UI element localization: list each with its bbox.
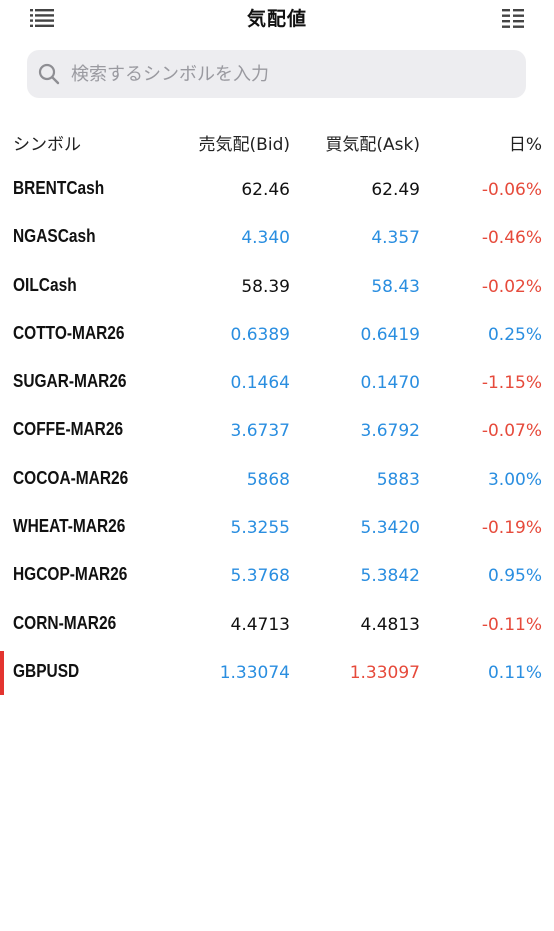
symbol-name: HGCOP-MAR26 [13,564,128,585]
symbol-name: COCOA-MAR26 [13,467,129,488]
symbol-name: SUGAR-MAR26 [13,371,127,392]
symbol-name: COTTO-MAR26 [13,322,125,343]
day-change: -0.11% [481,614,542,635]
bid-price: 5.3768 [230,566,290,587]
quote-row[interactable]: SUGAR-MAR26 0.1464 0.1470 -1.15% [0,359,554,407]
bid-price: 3.6737 [230,421,290,442]
ask-price: 62.49 [371,180,420,200]
bid-price: 4.340 [241,228,290,249]
day-change: -0.19% [481,518,542,539]
bid-price: 4.4713 [230,614,290,635]
column-headers: シンボル 売気配(Bid) 買気配(Ask) 日% [0,130,554,156]
search-icon [38,63,60,85]
bid-price: 0.6389 [230,324,290,345]
bid-price: 5868 [246,469,290,490]
quote-row[interactable]: COTTO-MAR26 0.6389 0.6419 0.25% [0,311,554,359]
quote-row[interactable]: WHEAT-MAR26 5.3255 5.3420 -0.19% [0,504,554,552]
page-title: 気配値 [246,8,307,30]
selected-row-marker [0,650,4,695]
quotes-list: BRENTCash 62.46 62.49 -0.06% NGASCash 4.… [0,166,554,697]
bid-price: 1.33074 [219,662,290,683]
quote-row[interactable]: COFFE-MAR26 3.6737 3.6792 -0.07% [0,407,554,455]
symbol-name: COFFE-MAR26 [13,419,124,440]
header-day-change[interactable]: 日% [508,135,542,155]
header-bid[interactable]: 売気配(Bid) [198,135,290,155]
symbol-name: NGASCash [13,226,96,247]
ask-price: 0.6419 [360,324,420,345]
quote-row[interactable]: BRENTCash 62.46 62.49 -0.06% [0,166,554,214]
bid-price: 62.46 [241,180,290,200]
day-change: 0.11% [487,662,542,683]
symbol-name: BRENTCash [13,178,105,198]
day-change: -0.02% [481,276,542,297]
symbol-name: OILCash [13,274,77,295]
quote-row[interactable]: CORN-MAR26 4.4713 4.4813 -0.11% [0,601,554,649]
grid-list-icon[interactable] [502,8,524,30]
list-icon[interactable] [30,8,54,28]
search-input[interactable] [69,62,493,86]
ask-price: 5883 [376,469,420,490]
quote-row[interactable]: HGCOP-MAR26 5.3768 5.3842 0.95% [0,552,554,600]
bid-price: 0.1464 [230,373,290,394]
quote-row-selected[interactable]: GBPUSD 1.33074 1.33097 0.11% [0,649,554,697]
symbol-name: GBPUSD [13,660,80,681]
quote-row[interactable]: OILCash 58.39 58.43 -0.02% [0,263,554,311]
ask-price: 3.6792 [360,421,420,442]
ask-price: 5.3842 [360,566,420,587]
top-bar: 気配値 [0,0,554,40]
search-bar[interactable] [27,50,526,98]
header-symbol[interactable]: シンボル [13,135,81,155]
day-change: -1.15% [481,373,542,394]
bid-price: 5.3255 [230,518,290,539]
ask-price: 4.4813 [360,614,420,635]
ask-price: 5.3420 [360,518,420,539]
header-ask[interactable]: 買気配(Ask) [325,135,420,155]
day-change: -0.06% [481,180,542,200]
day-change: 3.00% [487,469,542,490]
symbol-name: WHEAT-MAR26 [13,516,126,537]
quote-row[interactable]: NGASCash 4.340 4.357 -0.46% [0,214,554,262]
symbol-name: CORN-MAR26 [13,612,117,633]
ask-price: 0.1470 [360,373,420,394]
day-change: -0.07% [481,421,542,442]
ask-price: 1.33097 [349,662,420,683]
day-change: 0.25% [487,324,542,345]
ask-price: 58.43 [371,276,420,297]
ask-price: 4.357 [371,228,420,249]
quote-row[interactable]: COCOA-MAR26 5868 5883 3.00% [0,456,554,504]
day-change: -0.46% [481,228,542,249]
day-change: 0.95% [487,566,542,587]
bid-price: 58.39 [241,276,290,297]
